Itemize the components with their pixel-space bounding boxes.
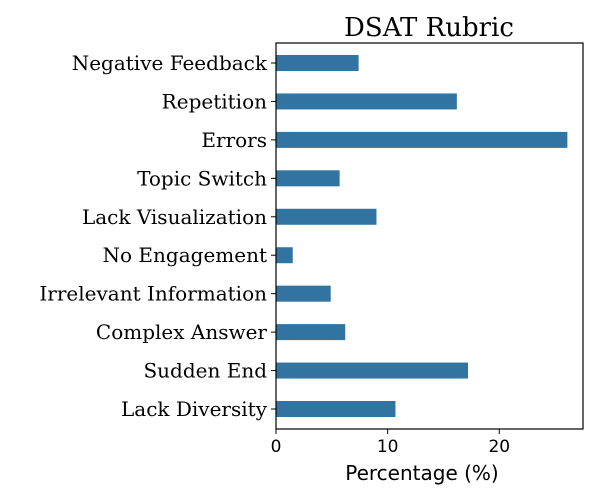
plot-frame [275, 42, 584, 430]
category-label: Negative Feedback [72, 51, 268, 75]
category-label: Complex Answer [96, 320, 268, 344]
category-label: No Engagement [103, 243, 267, 267]
x-tick-label: 20 [488, 437, 510, 457]
category-label: Repetition [162, 89, 267, 113]
bar-sudden-end [276, 362, 469, 379]
category-label: Lack Visualization [82, 205, 267, 229]
bar-repetition [276, 93, 457, 110]
bar-no-engagement [276, 247, 293, 264]
category-labels: Negative Feedback Repetition Errors Topic S… [39, 51, 276, 421]
x-axis-title: Percentage (%) [345, 461, 498, 485]
x-tick-label: 10 [377, 437, 399, 457]
category-label: Topic Switch [137, 166, 267, 190]
bars-layer [276, 55, 568, 417]
x-axis-ticks: 0 10 20 [271, 429, 510, 457]
category-label: Sudden End [143, 359, 267, 383]
category-label: Lack Diversity [121, 397, 268, 421]
x-tick-label: 0 [271, 437, 282, 457]
category-label: Irrelevant Information [39, 282, 267, 306]
bar-negative-feedback [276, 55, 359, 71]
chart-title: DSAT Rubric [344, 13, 514, 43]
bar-lack-diversity [276, 401, 396, 417]
bar-lack-visualization [276, 208, 377, 225]
bar-complex-answer [276, 324, 346, 341]
bar-irrelevant-information [276, 285, 331, 302]
bar-errors [276, 131, 568, 148]
bar-topic-switch [276, 170, 340, 187]
category-label: Errors [201, 128, 267, 152]
